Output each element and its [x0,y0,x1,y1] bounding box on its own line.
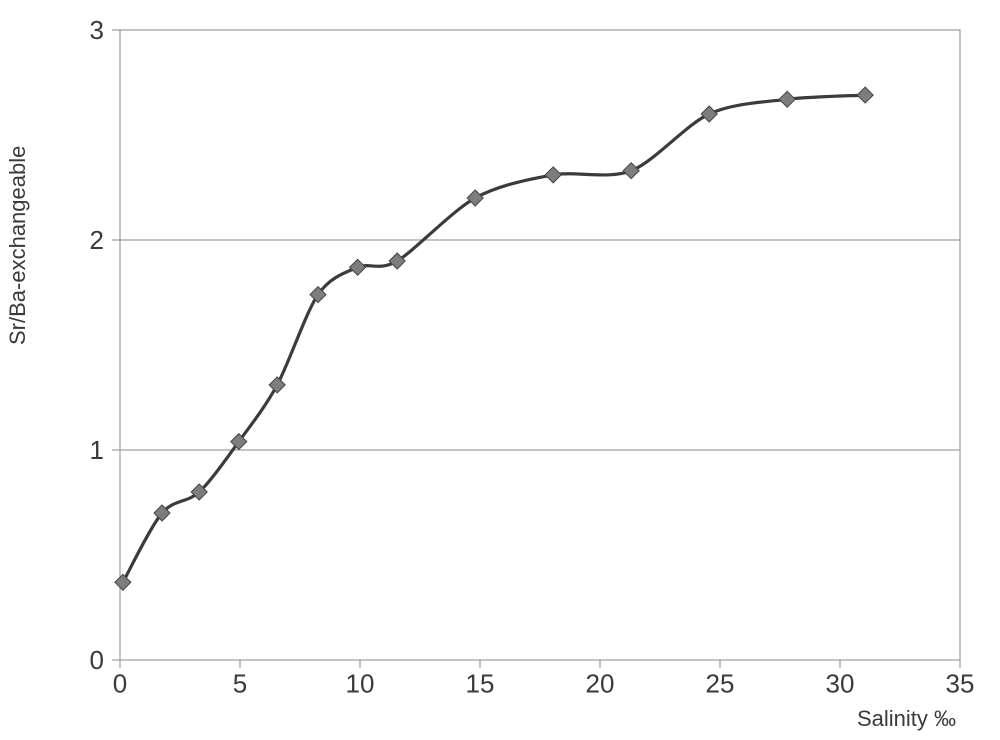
x-tick-label: 15 [466,669,495,699]
x-tick-label: 5 [233,669,247,699]
chart-svg: 0 5 10 15 20 25 30 35 0 1 2 3 [0,0,1000,740]
x-tick-label: 25 [706,669,735,699]
x-tick-label: 20 [586,669,615,699]
y-tick-label: 3 [90,15,104,45]
x-tick-label: 0 [113,669,127,699]
y-tick-label: 2 [90,225,104,255]
x-tick-label: 10 [346,669,375,699]
x-tick-label: 35 [946,669,975,699]
y-axis-label: Sr/Ba-exchangeable [5,146,31,345]
y-tick-label: 1 [90,435,104,465]
chart-container: 0 5 10 15 20 25 30 35 0 1 2 3 Sr/Ba-exchangeable Sa… [0,0,1000,740]
y-tick-label: 0 [90,645,104,675]
x-axis-label: Salinity ‰ [857,706,956,732]
x-tick-label: 30 [826,669,855,699]
